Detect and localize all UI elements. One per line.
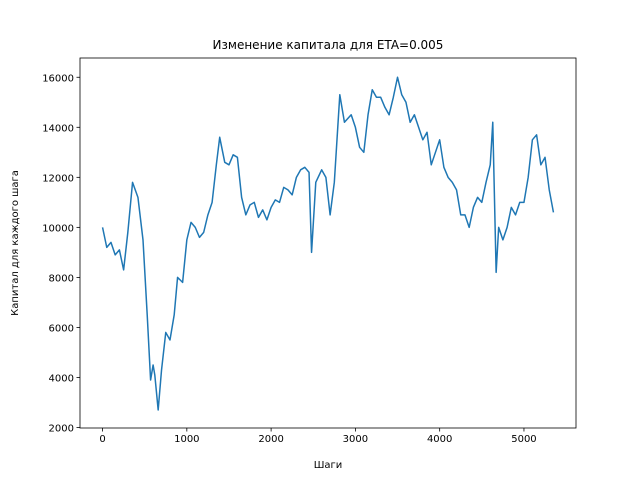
y-tick-label: 6000 [49,323,74,334]
x-tick-label: 1000 [174,434,199,445]
x-axis-label: Шаги [314,460,343,471]
y-tick-label: 8000 [49,273,74,284]
y-tick-label: 4000 [49,373,74,384]
data-line [101,76,555,411]
y-tick-label: 2000 [49,423,74,434]
chart-title: Изменение капитала для ETA=0.005 [213,38,444,52]
x-tick-label: 2000 [258,434,283,445]
y-tick-label: 16000 [42,73,74,84]
x-tick-label: 0 [99,434,105,445]
plot-frame [79,57,577,429]
y-tick-label: 12000 [42,173,74,184]
x-tick-label: 3000 [343,434,368,445]
y-axis-label: Капитал для каждого шага [10,170,21,316]
y-tick-label: 14000 [42,123,74,134]
x-tick-label: 4000 [427,434,452,445]
y-tick-label: 10000 [42,223,74,234]
x-tick-label: 5000 [511,434,536,445]
